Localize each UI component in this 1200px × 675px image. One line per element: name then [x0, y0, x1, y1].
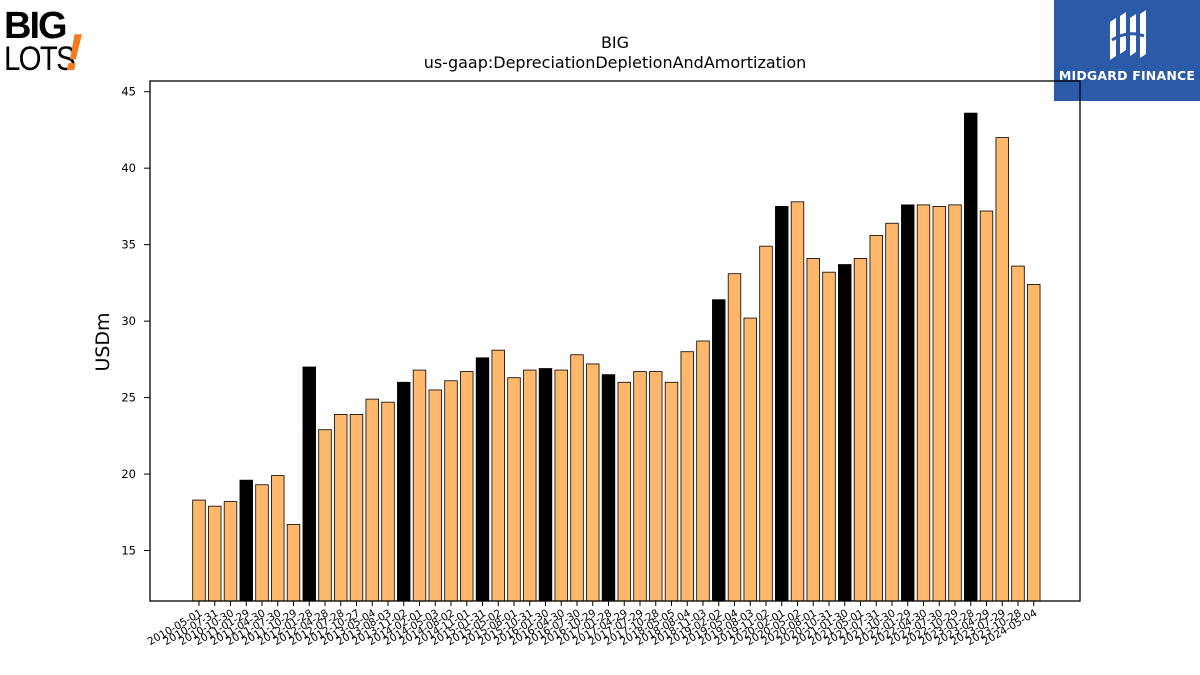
bar-2010-05-01	[192, 499, 206, 602]
y-tick-label: 45	[121, 85, 136, 99]
bar-2017-04-29	[617, 381, 631, 602]
bar-2019-11-02	[759, 245, 773, 602]
midgard-finance-logo: MIDGARD FINANCE	[1054, 0, 1200, 101]
bar-2013-05-04	[365, 398, 379, 602]
bar-2021-07-31	[869, 235, 883, 602]
y-tick-label: 35	[121, 238, 136, 252]
bar-2015-05-02	[491, 349, 505, 602]
bar-2024-05-04	[1027, 284, 1041, 602]
plot-frame	[149, 80, 1081, 602]
bar-2016-07-30	[570, 354, 584, 602]
bar-2016-04-30	[554, 369, 568, 602]
bar-2012-07-28	[334, 414, 348, 602]
logo-text-big: BIG	[4, 5, 66, 47]
bar-2020-02-01	[775, 206, 789, 602]
bar-2020-10-31	[822, 271, 836, 602]
y-tick-label: 15	[121, 544, 136, 558]
bar-2023-01-28	[964, 112, 978, 602]
bar-2019-02-02	[712, 299, 726, 602]
bar-2014-05-03	[428, 389, 442, 602]
bar-2021-05-01	[853, 258, 868, 602]
bar-2017-01-28	[601, 374, 616, 602]
bar-2010-07-31	[208, 505, 222, 602]
y-tick-label: 40	[121, 161, 136, 175]
bar-2011-04-30	[255, 484, 269, 602]
y-tick-label: 20	[121, 467, 136, 481]
logo-brand-text: MIDGARD FINANCE	[1058, 68, 1196, 83]
bar-2023-10-28	[1011, 265, 1025, 602]
bar-2019-05-04	[727, 273, 742, 602]
bar-2013-11-02	[397, 381, 411, 602]
bar-2011-10-29	[286, 524, 301, 602]
bar-2012-01-28	[302, 366, 316, 602]
midgard-mark-icon	[1110, 10, 1146, 60]
bar-2016-01-30	[538, 368, 553, 602]
bar-2015-01-31	[475, 357, 490, 602]
bar-2023-04-29	[979, 210, 994, 602]
bar-2014-02-01	[412, 369, 427, 602]
bar-2022-10-29	[948, 204, 962, 602]
bar-2022-07-30	[932, 206, 946, 602]
bar-2017-10-28	[649, 371, 663, 602]
bar-2022-01-29	[901, 204, 915, 602]
bar-2018-05-05	[664, 381, 679, 602]
bar-2020-05-02	[790, 201, 805, 602]
bar-2010-10-30	[223, 501, 238, 602]
bar-2017-07-29	[633, 371, 647, 602]
bar-2011-01-29	[239, 479, 253, 602]
bar-2018-08-04	[680, 351, 694, 602]
y-axis-label: USDm	[92, 312, 114, 371]
bar-2022-04-30	[916, 204, 931, 602]
bars-group	[192, 112, 1041, 602]
y-ticks-group: 15 20 25 30 35 40 45	[121, 85, 150, 558]
x-ticks-group: 2010-05-012010-07-312010-10-302011-01-29…	[146, 601, 1040, 648]
bar-2015-10-31	[523, 369, 537, 602]
bar-2021-01-30	[838, 264, 852, 602]
bar-2014-11-01	[460, 371, 474, 602]
bar-2019-08-03	[743, 317, 757, 602]
bar-2011-07-30	[271, 475, 285, 602]
bar-2023-07-29	[995, 137, 1009, 602]
y-tick-label: 25	[121, 391, 136, 405]
chart-subtitle: us-gaap:DepreciationDepletionAndAmortiza…	[424, 53, 807, 72]
big-lots-logo: BIG LOTS !	[4, 5, 89, 76]
bar-2012-04-28	[318, 429, 332, 602]
bar-2014-08-02	[444, 380, 458, 602]
bar-2021-10-30	[885, 222, 899, 602]
chart-title: BIG	[601, 33, 629, 52]
bar-2015-08-01	[507, 377, 521, 602]
bar-2020-08-01	[806, 258, 820, 602]
bar-2018-11-03	[696, 340, 710, 602]
logo-text-lots: LOTS	[4, 40, 75, 76]
y-tick-label: 30	[121, 314, 136, 328]
bar-2012-10-27	[349, 414, 364, 602]
bar-2013-08-03	[381, 401, 395, 602]
bar-2016-10-29	[586, 363, 600, 602]
